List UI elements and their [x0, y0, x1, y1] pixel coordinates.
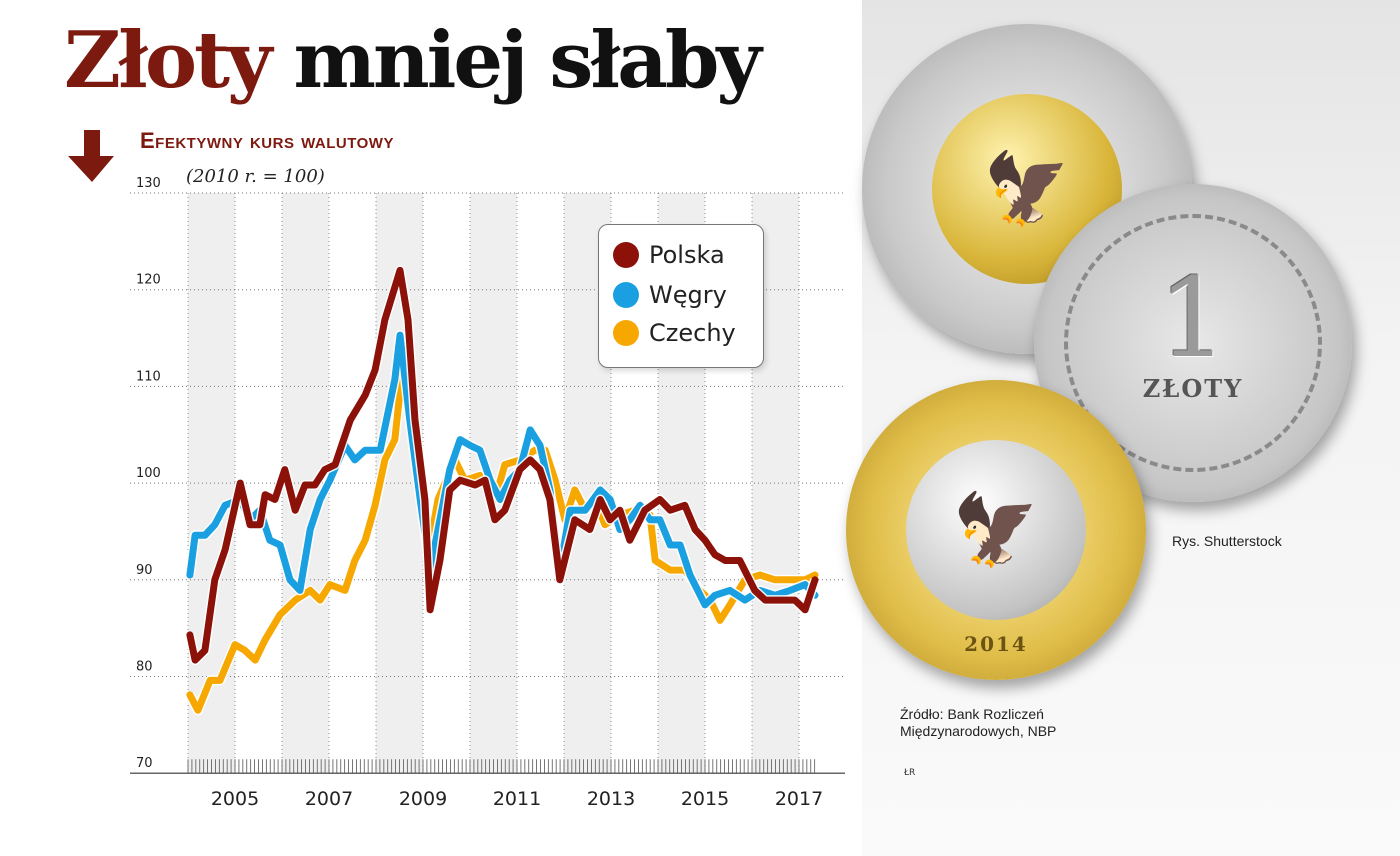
- coin-currency: ZŁOTY: [1142, 374, 1244, 403]
- y-tick-label: 130: [136, 176, 161, 191]
- x-tick-label: 2007: [305, 788, 353, 810]
- series-line-węgry: [186, 331, 819, 609]
- legend-swatch: [613, 242, 639, 268]
- author-initials: ŁR: [904, 768, 916, 778]
- y-tick-label: 120: [136, 273, 161, 288]
- arrow-down-icon: [68, 130, 114, 182]
- legend-item-wegry: Węgry: [613, 281, 727, 309]
- coin-year: 2014: [964, 632, 1028, 656]
- eagle-icon: 🦅: [952, 488, 1040, 571]
- data-source: Źródło: Bank Rozliczeń Międzynarodowych,…: [900, 706, 1057, 739]
- line-chart: 70 80 90 100 110 120 130 2005 2007 2009 2011 2013 20…: [130, 176, 845, 810]
- chart-subtitle: Efektywny kurs walutowy: [140, 128, 394, 153]
- title-zloty: Złoty: [64, 15, 272, 106]
- x-tick-label: 2015: [681, 788, 729, 810]
- legend-label: Czechy: [649, 319, 736, 347]
- coin-2-zloty: 🦅 2014: [846, 380, 1146, 680]
- coin-denomination: 1: [1158, 254, 1228, 382]
- y-tick-label: 70: [136, 756, 153, 771]
- legend-label: Węgry: [649, 281, 727, 309]
- legend-label: Polska: [649, 241, 725, 269]
- image-credit: Rys. Shutterstock: [1172, 533, 1282, 549]
- y-tick-label: 90: [136, 563, 153, 578]
- page-title: Złoty mniej słaby: [64, 22, 762, 100]
- eagle-icon: 🦅: [983, 147, 1071, 230]
- title-rest: mniej słaby: [293, 15, 761, 106]
- coins-illustration: 🦅 1 ZŁOTY 🦅 2014: [846, 0, 1400, 856]
- legend-swatch: [613, 282, 639, 308]
- x-tick-label: 2013: [587, 788, 635, 810]
- y-tick-label: 100: [136, 466, 161, 481]
- x-tick-label: 2009: [399, 788, 447, 810]
- legend-item-czechy: Czechy: [613, 319, 736, 347]
- x-tick-label: 2005: [211, 788, 259, 810]
- chart-legend: Polska Węgry Czechy: [598, 224, 764, 368]
- x-tick-label: 2011: [493, 788, 541, 810]
- y-tick-label: 80: [136, 660, 153, 675]
- legend-item-polska: Polska: [613, 241, 725, 269]
- chart-unit: (2010 r. = 100): [186, 166, 325, 187]
- legend-swatch: [613, 320, 639, 346]
- y-tick-label: 110: [136, 369, 161, 384]
- series-line-polska: [186, 266, 819, 664]
- x-tick-label: 2017: [775, 788, 823, 810]
